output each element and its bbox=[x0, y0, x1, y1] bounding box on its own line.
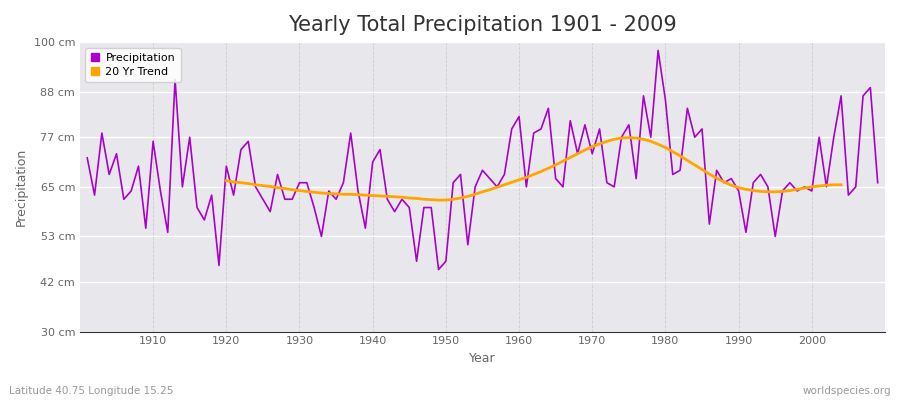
Y-axis label: Precipitation: Precipitation bbox=[15, 148, 28, 226]
Text: Latitude 40.75 Longitude 15.25: Latitude 40.75 Longitude 15.25 bbox=[9, 386, 174, 396]
Text: worldspecies.org: worldspecies.org bbox=[803, 386, 891, 396]
Legend: Precipitation, 20 Yr Trend: Precipitation, 20 Yr Trend bbox=[86, 48, 181, 82]
X-axis label: Year: Year bbox=[469, 352, 496, 365]
Title: Yearly Total Precipitation 1901 - 2009: Yearly Total Precipitation 1901 - 2009 bbox=[288, 15, 677, 35]
